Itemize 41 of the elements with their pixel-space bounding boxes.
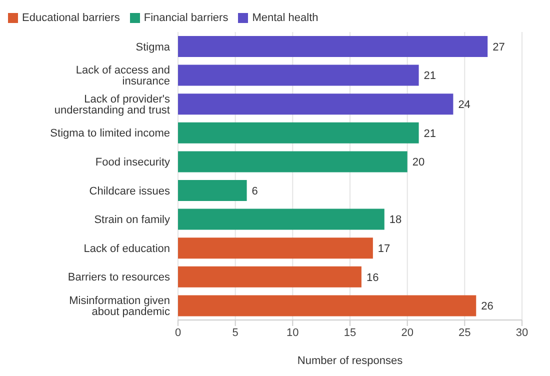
bar	[178, 94, 454, 115]
bar	[178, 266, 362, 288]
bar	[178, 36, 488, 57]
bar	[178, 238, 373, 259]
legend-label: Mental health	[252, 12, 318, 24]
x-tick-label: 5	[232, 326, 238, 339]
y-tick-label: Misinformation given about pandemic	[69, 295, 170, 318]
data-label: 20	[412, 156, 425, 169]
data-label: 16	[366, 272, 379, 284]
data-label: 26	[481, 300, 494, 313]
x-tick-label: 30	[516, 326, 528, 339]
x-tick-label: 15	[344, 326, 356, 339]
bar	[178, 180, 247, 201]
bar	[178, 151, 408, 172]
data-label: 18	[389, 214, 402, 226]
y-tick-label: Stigma	[136, 41, 171, 54]
legend-label: Financial barriers	[144, 12, 228, 24]
legend-label: Educational barriers	[22, 12, 120, 24]
data-label: 21	[424, 128, 436, 140]
x-tick-label: 10	[286, 326, 299, 339]
x-axis-title: Number of responses	[297, 355, 404, 367]
y-tick-label: Barriers to resources	[68, 272, 170, 284]
data-label: 17	[378, 243, 390, 256]
x-tick-label: 25	[458, 326, 471, 339]
x-tick-label: 0	[174, 326, 182, 339]
y-tick-label: Strain on family	[94, 214, 170, 226]
y-tick-label: Lack of provider's understanding and trust	[54, 93, 170, 116]
y-tick-label: Lack of education	[84, 242, 170, 255]
y-tick-label: Childcare issues	[89, 185, 170, 198]
bar	[178, 122, 419, 144]
bar	[178, 208, 384, 230]
y-tick-label: Food insecurity	[95, 156, 170, 169]
data-label: 21	[424, 70, 436, 82]
data-label: 27	[492, 41, 505, 54]
y-tick-label: Lack of access and insurance	[76, 64, 170, 88]
x-tick-label: 20	[401, 326, 414, 339]
bar	[178, 64, 419, 86]
bar	[178, 295, 476, 316]
data-label: 6	[252, 185, 258, 198]
data-label: 24	[458, 99, 470, 112]
y-tick-label: Stigma to limited income	[50, 128, 170, 140]
